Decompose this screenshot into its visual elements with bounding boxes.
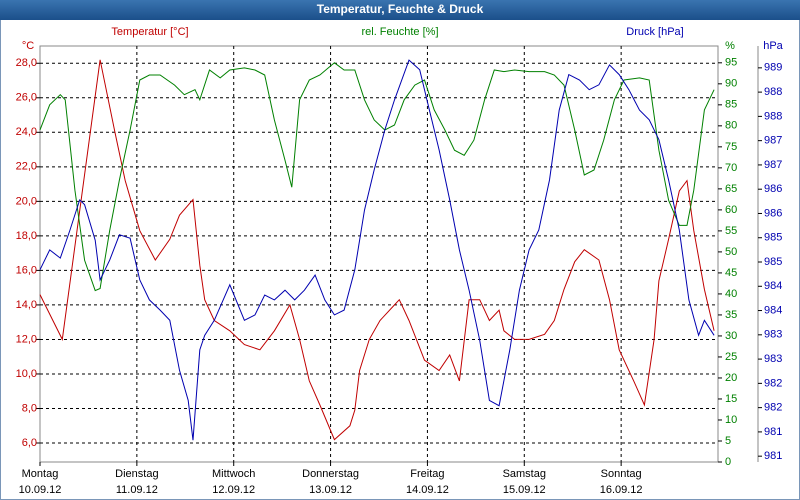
y3-tick-label: 984 — [764, 280, 782, 292]
x-tick-date: 14.09.12 — [406, 484, 449, 496]
x-tick-label: Freitag — [410, 468, 444, 480]
x-tick-date: 15.09.12 — [503, 484, 546, 496]
y2-tick-label: 35 — [725, 309, 737, 321]
y3-tick-label: 989 — [764, 62, 782, 74]
y3-tick-label: 985 — [764, 256, 782, 268]
y-tick-label: 28,0 — [16, 57, 37, 69]
y3-tick-label: 988 — [764, 110, 782, 122]
y2-tick-label: 10 — [725, 414, 737, 426]
series-name: Druck [hPa] — [626, 26, 683, 38]
y3-tick-label: 982 — [764, 402, 782, 414]
y-tick-label: 12,0 — [16, 333, 37, 345]
y3-tick-label: 982 — [764, 377, 782, 389]
y2-tick-label: 50 — [725, 246, 737, 258]
x-tick-label: Donnerstag — [302, 468, 359, 480]
x-tick-label: Mittwoch — [212, 468, 255, 480]
y3-tick-label: 988 — [764, 86, 782, 98]
x-tick-label: Montag — [22, 468, 59, 480]
y2-tick-label: 15 — [725, 393, 737, 405]
y2-tick-label: 5 — [725, 435, 731, 447]
series-line — [39, 62, 715, 292]
y2-tick-label: 95 — [725, 57, 737, 69]
y3-tick-label: 986 — [764, 183, 782, 195]
x-tick-date: 10.09.12 — [19, 484, 62, 496]
y2-tick-label: 90 — [725, 78, 737, 90]
y-unit: °C — [22, 40, 34, 52]
y-tick-label: 18,0 — [16, 230, 37, 242]
y3-tick-label: 987 — [764, 135, 782, 147]
title-bar — [0, 0, 800, 20]
y-tick-label: 14,0 — [16, 299, 37, 311]
y3-tick-label: 981 — [764, 450, 782, 462]
plot-area — [39, 45, 719, 463]
y2-tick-label: 80 — [725, 120, 737, 132]
chart-title: Temperatur, Feuchte & Druck — [317, 2, 484, 16]
y2-tick-label: 20 — [725, 372, 737, 384]
series-line — [39, 59, 715, 441]
x-tick-label: Samstag — [503, 468, 546, 480]
y3-unit: hPa — [763, 40, 783, 52]
y3-tick-label: 983 — [764, 329, 782, 341]
x-tick-date: 16.09.12 — [600, 484, 643, 496]
y3-tick-label: 986 — [764, 207, 782, 219]
y3-tick-label: 981 — [764, 426, 782, 438]
y-tick-label: 6,0 — [22, 437, 37, 449]
y2-tick-label: 30 — [725, 330, 737, 342]
x-tick-label: Dienstag — [115, 468, 158, 480]
y-tick-label: 16,0 — [16, 264, 37, 276]
y3-tick-label: 984 — [764, 304, 782, 316]
series-line — [39, 59, 715, 441]
y3-tick-label: 987 — [764, 159, 782, 171]
y-tick-label: 8,0 — [22, 402, 37, 414]
y2-tick-label: 75 — [725, 141, 737, 153]
y3-tick-label: 985 — [764, 232, 782, 244]
y2-tick-label: 45 — [725, 267, 737, 279]
y-tick-label: 24,0 — [16, 126, 37, 138]
y3-tick-label: 983 — [764, 353, 782, 365]
y-tick-label: 10,0 — [16, 368, 37, 380]
series-name: rel. Feuchte [%] — [361, 26, 438, 38]
x-tick-date: 12.09.12 — [212, 484, 255, 496]
y2-unit: % — [725, 40, 735, 52]
y-tick-label: 26,0 — [16, 92, 37, 104]
y2-tick-label: 70 — [725, 162, 737, 174]
y-tick-label: 22,0 — [16, 161, 37, 173]
y-tick-label: 20,0 — [16, 195, 37, 207]
y2-tick-label: 0 — [725, 456, 731, 468]
y2-tick-label: 25 — [725, 351, 737, 363]
y2-tick-label: 40 — [725, 288, 737, 300]
x-tick-date: 11.09.12 — [116, 484, 158, 496]
series-name: Temperatur [°C] — [111, 26, 188, 38]
y2-tick-label: 85 — [725, 99, 737, 111]
y2-tick-label: 55 — [725, 225, 737, 237]
y2-tick-label: 60 — [725, 204, 737, 216]
y2-tick-label: 65 — [725, 183, 737, 195]
x-tick-label: Sonntag — [601, 468, 642, 480]
x-tick-date: 13.09.12 — [309, 484, 352, 496]
